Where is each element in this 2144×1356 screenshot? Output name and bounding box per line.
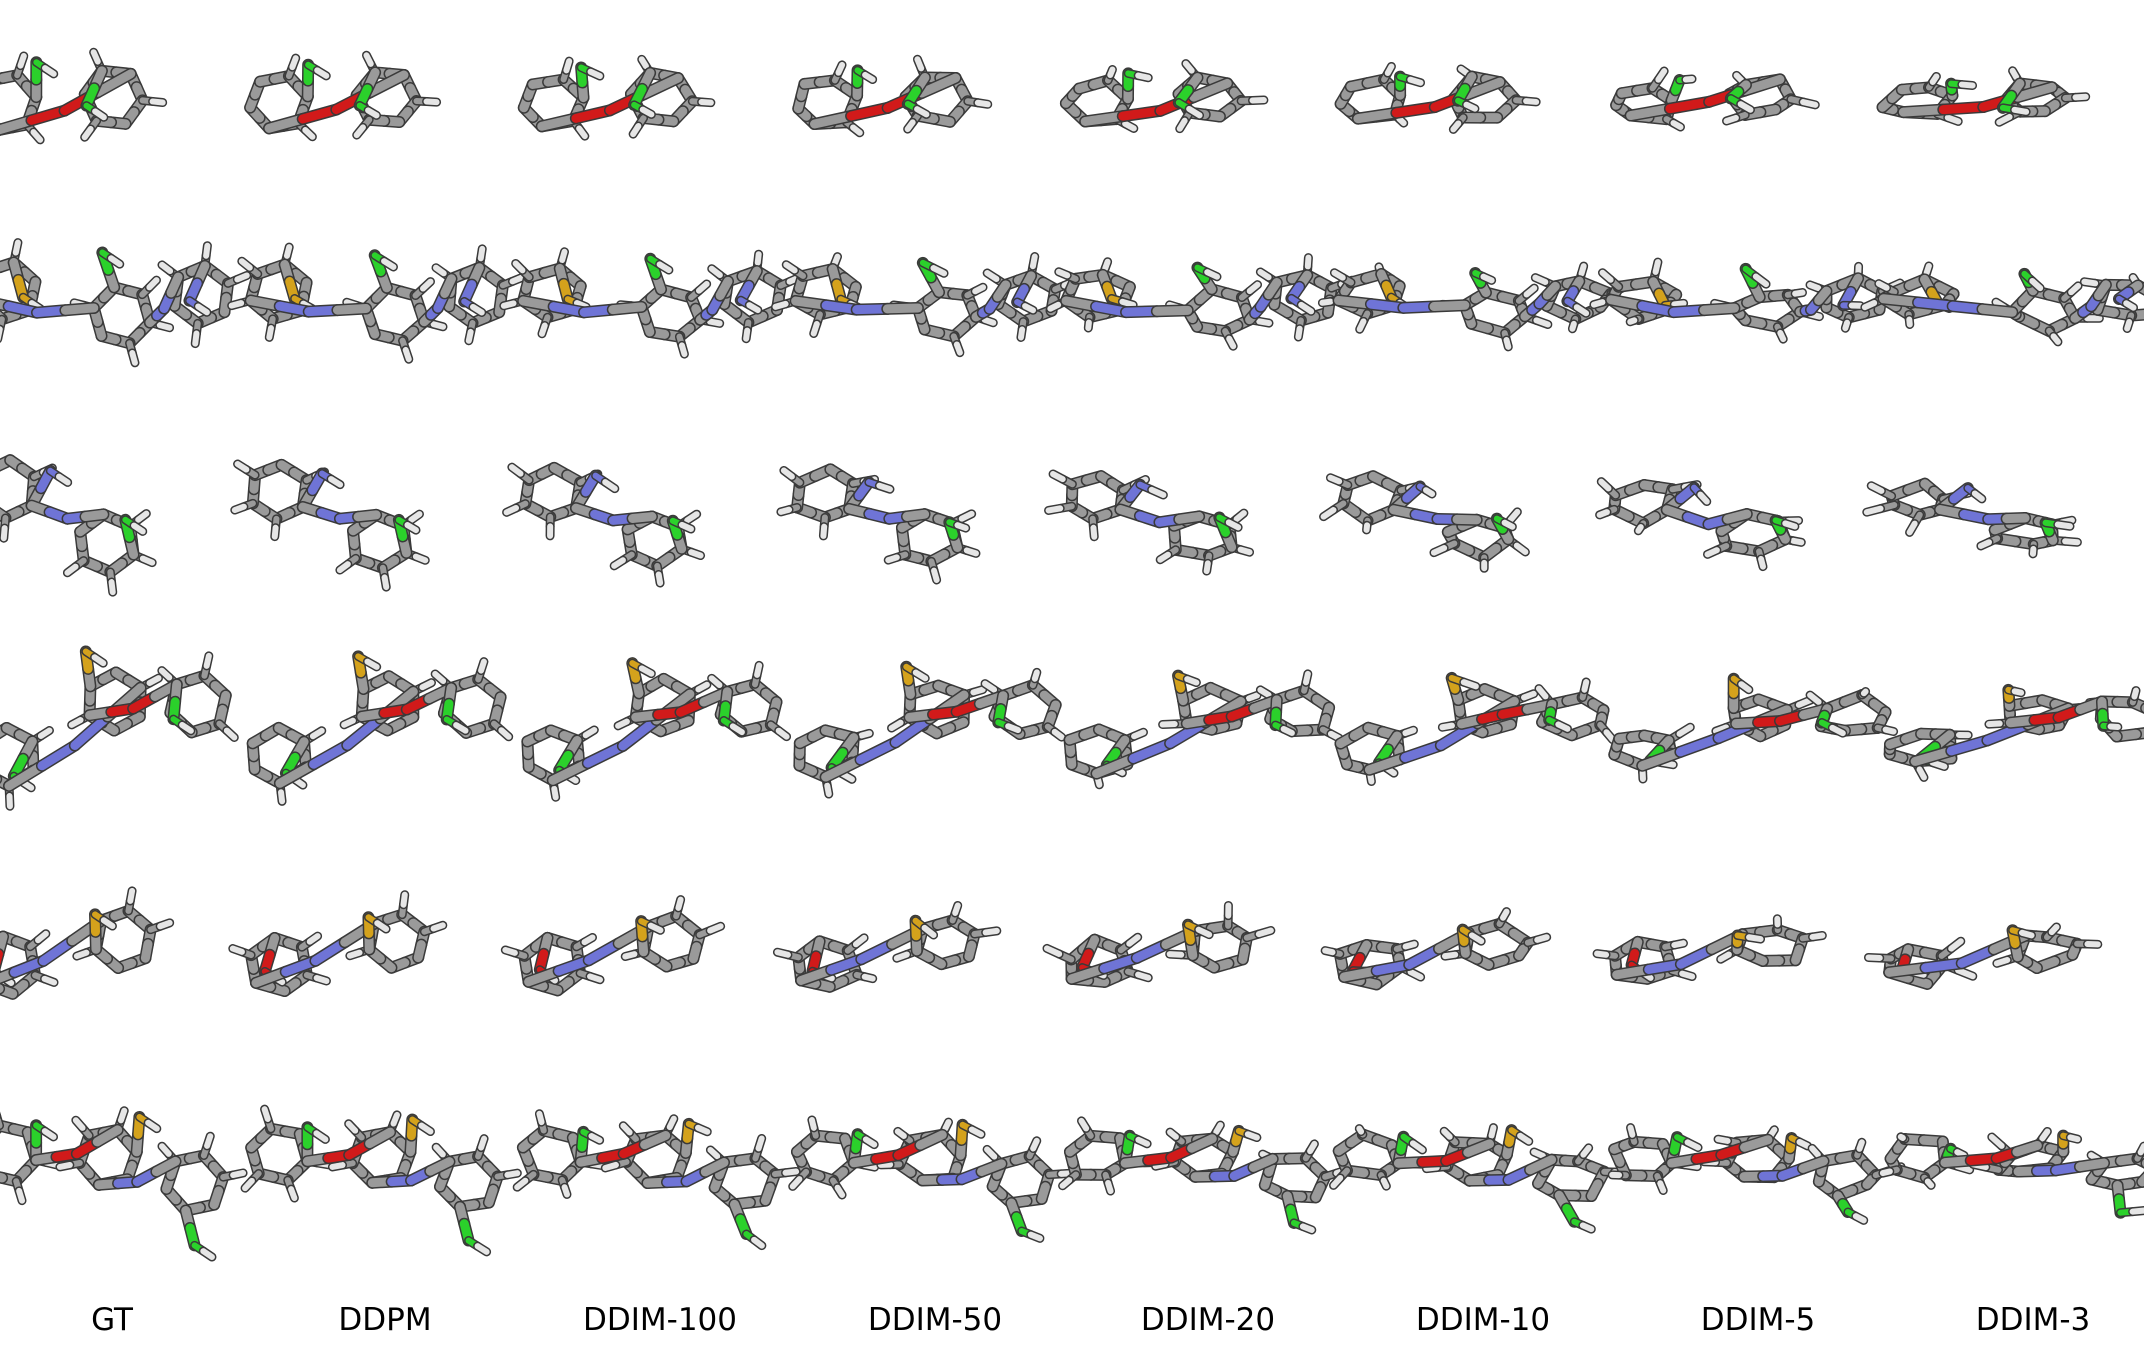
column-label-ddim-20: DDIM-20	[1140, 1302, 1276, 1338]
molecule-r6-ddim-3	[1878, 1126, 2144, 1219]
molecule-r1-ddpm	[244, 50, 442, 142]
molecule-r5-ddim-20	[1042, 900, 1276, 988]
molecule-r3-ddim-5	[1595, 477, 1806, 572]
molecule-r4-ddim-3	[1883, 683, 2144, 782]
molecule-r5-gt	[0, 886, 175, 1000]
molecule-r3-ddim-10	[1319, 470, 1530, 573]
molecule-r2-ddim-50	[771, 252, 1079, 358]
molecule-r5-ddim-10	[1320, 907, 1552, 991]
molecule-r6-ddim-50	[788, 1115, 1078, 1243]
molecule-r3-ddim-20	[1044, 469, 1255, 576]
molecule-r3-ddpm	[230, 458, 430, 592]
molecule-r4-ddim-10	[1334, 671, 1618, 786]
molecule-r4-ddim-20	[1063, 669, 1344, 790]
molecule-r1-ddim-5	[1610, 66, 1820, 132]
molecule-r6-ddim-5	[1607, 1123, 1906, 1225]
molecule-r1-ddim-100	[517, 54, 716, 141]
molecule-r6-ddim-20	[1058, 1116, 1353, 1235]
molecule-r2-ddim-3	[1860, 261, 2144, 347]
column-label-gt: GT	[91, 1302, 133, 1338]
molecule-r1-ddim-50	[792, 54, 993, 138]
molecule-r3-ddim-50	[776, 463, 981, 585]
molecule-r4-gt	[0, 645, 239, 811]
molecule-r2-ddpm	[227, 242, 527, 364]
molecule-r2-ddim-5	[1589, 257, 1905, 344]
molecule-r6-ddpm	[240, 1104, 522, 1257]
molecule-r6-ddim-100	[512, 1109, 801, 1251]
molecule-r4-ddim-50	[793, 660, 1067, 799]
molecule-r3-gt	[0, 454, 157, 597]
molecule-r5-ddim-5	[1592, 914, 1827, 985]
column-label-ddim-3: DDIM-3	[1975, 1302, 2091, 1338]
molecule-r6-gt	[0, 1106, 248, 1262]
molecule-r4-ddim-100	[521, 657, 792, 802]
column-label-ddim-5: DDIM-5	[1700, 1302, 1816, 1338]
molecule-r1-ddim-20	[1059, 59, 1269, 134]
column-label-ddim-100: DDIM-100	[583, 1302, 737, 1338]
molecule-r5-ddim-100	[500, 895, 726, 997]
molecule-r5-ddpm	[228, 890, 448, 997]
molecule-r3-ddim-3	[1862, 477, 2082, 559]
molecule-r2-ddim-100	[499, 247, 803, 359]
molecule-r2-gt	[0, 238, 252, 368]
molecule-r5-ddim-50	[772, 900, 1002, 993]
molecule-r4-ddim-5	[1608, 672, 1899, 784]
column-label-ddim-50: DDIM-50	[867, 1302, 1003, 1338]
molecule-r1-ddim-10	[1334, 61, 1541, 134]
molecule-r6-ddim-10	[1329, 1123, 1630, 1234]
molecule-r4-ddpm	[246, 650, 514, 806]
molecule-r1-gt	[0, 47, 168, 145]
column-label-ddim-10: DDIM-10	[1415, 1302, 1551, 1338]
molecule-r3-ddim-100	[502, 461, 706, 588]
molecule-r2-ddim-20	[1045, 253, 1357, 351]
molecule-r5-ddim-3	[1863, 922, 2103, 990]
column-label-ddpm: DDPM	[338, 1302, 432, 1338]
molecule-r1-ddim-3	[1876, 66, 2091, 127]
molecule-r2-ddim-10	[1317, 261, 1631, 352]
